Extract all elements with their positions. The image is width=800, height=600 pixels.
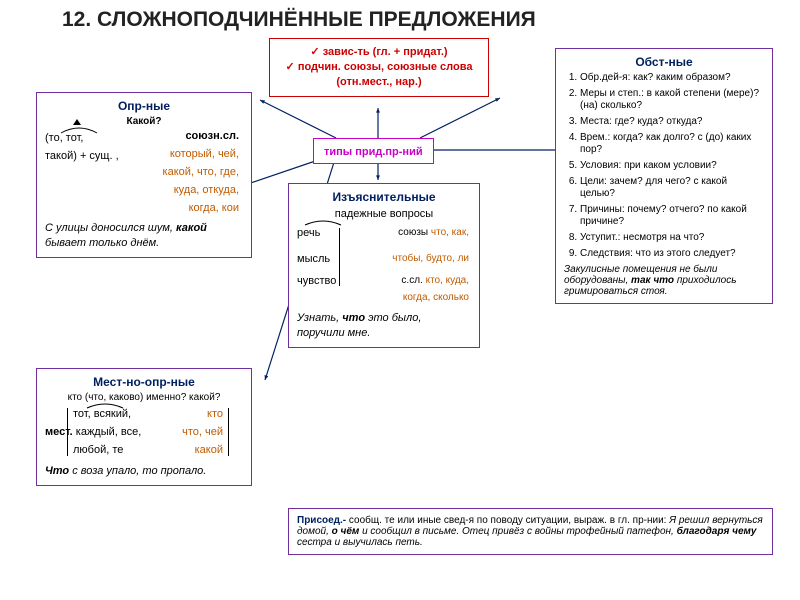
obst-item-8: Уступит.: несмотря на что? <box>580 232 764 244</box>
opr-arc-icon <box>59 125 99 135</box>
opr-r1: который, чей, <box>170 147 239 162</box>
mest-box: Мест-но-опр-ные кто (что, каково) именно… <box>36 368 252 486</box>
opr-example: С улицы доносился шум, какой бывает толь… <box>45 221 243 251</box>
obst-item-9: Следствия: что из этого следует? <box>580 248 764 260</box>
izjas-title: Изъяснительные <box>297 190 471 204</box>
prisoed-text: Присоед.- сообщ. те или иные свед-я по п… <box>297 515 764 548</box>
izjas-r3-lead: с.сл. <box>401 275 425 286</box>
izjas-bracket-icon <box>339 228 340 286</box>
mest-ex-i: с воза упало, то пропало. <box>69 465 206 477</box>
mest-l1: тот, всякий, <box>73 407 131 422</box>
mest-r2: что, чей <box>182 425 223 440</box>
opr-body: (то, тот, такой) + сущ. , союзн.сл. кото… <box>45 127 243 217</box>
opr-ex-b: какой <box>176 222 207 234</box>
types-label: типы прид.пр-ний <box>324 146 423 158</box>
izjas-r1-txt: что, как, <box>431 227 469 238</box>
prisoed-box: Присоед.- сообщ. те или иные свед-я по п… <box>288 508 773 555</box>
obst-item-3: Места: где? куда? откуда? <box>580 116 764 128</box>
izjas-ex1: Узнать, <box>297 312 342 324</box>
opr-r4: когда, кои <box>189 201 239 216</box>
izjas-r2: чтобы, будто, ли <box>392 253 469 264</box>
mest-l2-lead: мест. <box>45 426 73 438</box>
izjas-body: речь союзы что, как, мысль чтобы, будто,… <box>297 222 471 308</box>
opr-ex-1: С улицы доносился шум, <box>45 222 176 234</box>
mest-bracket-right-icon <box>228 408 229 456</box>
opr-l2: такой) + сущ. , <box>45 149 119 164</box>
mest-r3: какой <box>195 443 223 458</box>
izjas-r1: союзы что, как, <box>398 227 469 238</box>
obst-box: Обст-ные Обр.дей-я: как? каким образом? М… <box>555 48 773 304</box>
opr-title: Опр-ные <box>45 99 243 113</box>
mest-title: Мест-но-опр-ные <box>45 375 243 389</box>
izjas-r4: когда, сколько <box>403 292 469 303</box>
opr-arrow-icon <box>73 119 81 125</box>
prisoed-e2b: благодаря чему <box>677 526 757 537</box>
opr-ex-2: бывает только днём. <box>45 237 159 249</box>
obst-list: Обр.дей-я: как? каким образом? Меры и сте… <box>564 72 764 260</box>
izjas-r3: с.сл. кто, куда, <box>401 275 469 286</box>
opr-box: Опр-ные Какой? (то, тот, такой) + сущ. ,… <box>36 92 252 258</box>
izjas-arc-icon <box>303 218 343 226</box>
izjas-exb: что <box>342 312 365 324</box>
mest-arc-icon <box>85 401 125 409</box>
page-title: 12. СЛОЖНОПОДЧИНЁННЫЕ ПРЕДЛОЖЕНИЯ <box>62 8 536 32</box>
mest-r1: кто <box>207 407 223 422</box>
obst-title: Обст-ные <box>564 55 764 69</box>
prisoed-t1: сообщ. те или иные свед-я по поводу ситу… <box>349 515 669 526</box>
obst-item-7: Причины: почему? отчего? по какой причин… <box>580 204 764 228</box>
mest-question: кто (что, каково) именно? какой? <box>45 392 243 403</box>
obst-item-2: Меры и степ.: в какой степени (мере)? (н… <box>580 88 764 112</box>
prisoed-lead: Присоед.- <box>297 515 349 526</box>
center-top-line1: завис-ть (гл. + придат.) <box>278 45 480 60</box>
izjas-l1: речь <box>297 226 320 241</box>
mest-example: Что с воза упало, то пропало. <box>45 464 243 479</box>
izjas-example: Узнать, что это было, поручили мне. <box>297 311 471 341</box>
mest-l3: любой, те <box>73 443 123 458</box>
mest-bracket-left-icon <box>67 408 68 456</box>
center-top-line2: подчин. союзы, союзные слова (отн.мест.,… <box>278 60 480 90</box>
mest-l2-txt: каждый, все, <box>73 426 142 438</box>
prisoed-e2: сестра и выучилась петь. <box>297 537 423 548</box>
opr-rlabel: союзн.сл. <box>185 129 239 144</box>
mest-body: тот, всякий, мест. каждый, все, любой, т… <box>45 403 243 461</box>
izjas-l3: чувство <box>297 274 336 289</box>
obst-item-1: Обр.дей-я: как? каким образом? <box>580 72 764 84</box>
opr-r3: куда, откуда, <box>174 183 239 198</box>
mest-l2: мест. каждый, все, <box>45 425 141 440</box>
izjas-l2: мысль <box>297 252 330 267</box>
opr-r2: какой, что, где, <box>163 165 239 180</box>
mest-ex-b: Что <box>45 465 69 477</box>
obst-exb: так что <box>631 275 674 286</box>
obst-example: Закулисные помещения не были оборудованы… <box>564 264 764 297</box>
obst-item-4: Врем.: когда? как долго? с (до) каких по… <box>580 132 764 156</box>
obst-item-5: Условия: при каком условии? <box>580 160 764 172</box>
types-box: типы прид.пр-ний <box>313 138 434 164</box>
prisoed-e1c: и сообщил в письме. Отец привёз с войны … <box>359 526 676 537</box>
prisoed-e1b: о чём <box>332 526 360 537</box>
obst-item-6: Цели: зачем? для чего? с какой целью? <box>580 176 764 200</box>
center-top-box: завис-ть (гл. + придат.) подчин. союзы, … <box>269 38 489 97</box>
izjas-r1-lead: союзы <box>398 227 431 238</box>
izjas-box: Изъяснительные падежные вопросы речь сою… <box>288 183 480 348</box>
izjas-r3-txt: кто, куда, <box>426 275 469 286</box>
